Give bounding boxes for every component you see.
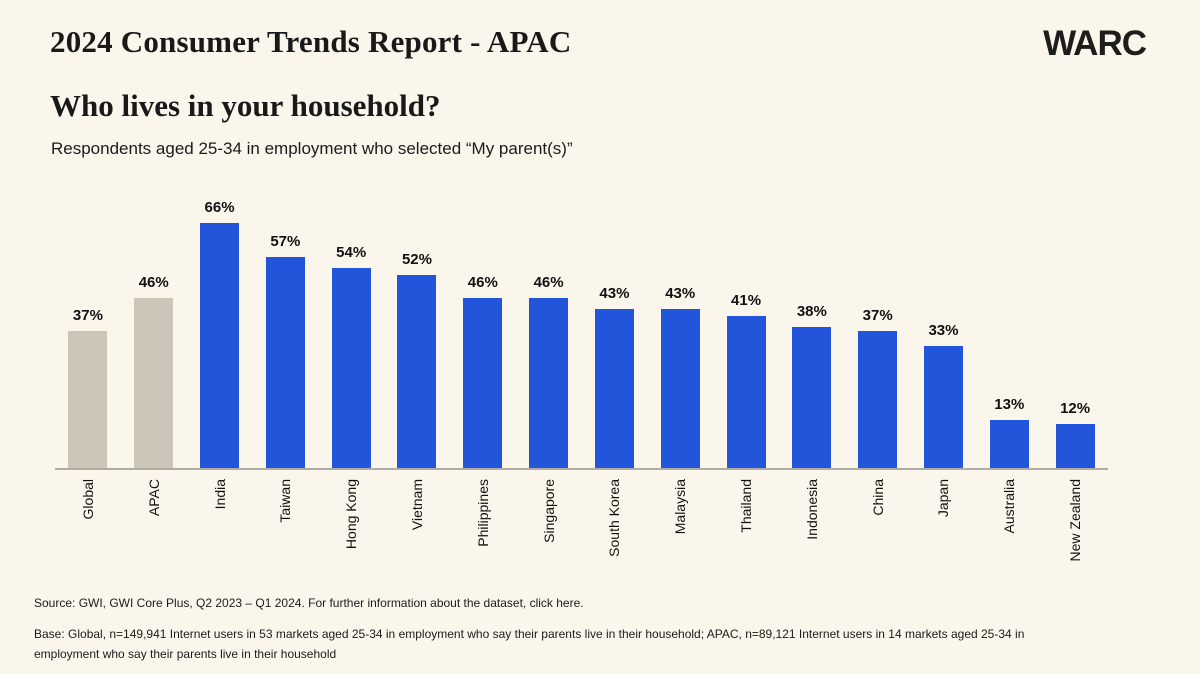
header: 2024 Consumer Trends Report - APAC WARC xyxy=(0,24,1200,61)
category-label-cell: Hong Kong xyxy=(318,470,384,588)
bar-value-label: 46% xyxy=(138,273,169,291)
bar-value-label: 38% xyxy=(796,303,827,321)
chart-category-labels: Global APAC India Taiwan Hong Kong Vietnam Phi… xyxy=(55,470,1108,588)
category-label: Taiwan xyxy=(277,479,294,523)
category-label: Vietnam xyxy=(408,479,425,531)
bar-column: 13% xyxy=(976,190,1042,468)
bar xyxy=(265,256,305,468)
category-label: Thailand xyxy=(738,479,755,533)
bar xyxy=(989,419,1029,468)
chart-plot: 37% 46% 66% 57% 54% 52% 46% 46% 43% 43% 41% 38% 37% 3… xyxy=(55,190,1108,470)
category-label: Australia xyxy=(1001,479,1018,534)
bar xyxy=(463,297,503,468)
chart-subtitle: Respondents aged 25-34 in employment who… xyxy=(51,139,573,158)
bar-column: 37% xyxy=(845,190,911,468)
category-label-cell: Singapore xyxy=(516,470,582,588)
bar-value-label: 41% xyxy=(731,292,762,310)
source-text: Source: GWI, GWI Core Plus, Q2 2023 – Q1… xyxy=(34,596,530,610)
category-label-cell: India xyxy=(187,470,253,588)
bar-column: 37% xyxy=(55,190,121,468)
category-label: Indonesia xyxy=(803,479,820,540)
chart-question-title: Who lives in your household? xyxy=(50,88,441,123)
bar-column: 46% xyxy=(450,190,516,468)
category-label-cell: China xyxy=(845,470,911,588)
bar-column: 43% xyxy=(647,190,713,468)
bar-column: 41% xyxy=(713,190,779,468)
category-label-cell: South Korea xyxy=(582,470,648,588)
category-label: Hong Kong xyxy=(343,479,360,550)
bar-column: 33% xyxy=(911,190,977,468)
bar-value-label: 33% xyxy=(928,321,959,339)
bar xyxy=(529,297,569,468)
footer: Source: GWI, GWI Core Plus, Q2 2023 – Q1… xyxy=(0,596,1200,665)
category-label-cell: Philippines xyxy=(450,470,516,588)
bar-column: 46% xyxy=(121,190,187,468)
bar-column: 38% xyxy=(779,190,845,468)
dataset-link[interactable]: click here. xyxy=(529,596,584,610)
category-label-cell: Malaysia xyxy=(647,470,713,588)
category-label-cell: Global xyxy=(55,470,121,588)
bar xyxy=(660,308,700,468)
category-label: New Zealand xyxy=(1067,479,1084,562)
category-label-cell: Vietnam xyxy=(384,470,450,588)
bar-value-label: 13% xyxy=(994,395,1025,413)
bar-value-label: 37% xyxy=(862,306,893,324)
category-label: Malaysia xyxy=(672,479,689,535)
bar xyxy=(594,308,634,468)
category-label: India xyxy=(211,479,228,510)
bar xyxy=(1055,423,1095,468)
category-label: Philippines xyxy=(474,479,491,547)
bar-column: 46% xyxy=(516,190,582,468)
category-label: China xyxy=(869,479,886,516)
bar xyxy=(726,316,766,468)
bar-value-label: 54% xyxy=(336,243,367,261)
bar xyxy=(134,297,174,468)
category-label: Global xyxy=(79,479,96,520)
bar xyxy=(68,330,108,468)
bar-value-label: 66% xyxy=(204,199,235,217)
bar-column: 12% xyxy=(1042,190,1108,468)
bar-chart: 37% 46% 66% 57% 54% 52% 46% 46% 43% 43% 41% 38% 37% 3… xyxy=(55,190,1108,588)
bar-column: 43% xyxy=(582,190,648,468)
category-label: Singapore xyxy=(540,479,557,543)
bar-value-label: 43% xyxy=(665,284,696,302)
bar-column: 57% xyxy=(252,190,318,468)
category-label-cell: Australia xyxy=(976,470,1042,588)
bar-value-label: 46% xyxy=(467,273,498,291)
warc-logo: WARC xyxy=(1043,24,1147,63)
category-label: APAC xyxy=(145,479,162,517)
bar-value-label: 37% xyxy=(72,306,103,324)
bar-value-label: 43% xyxy=(599,284,630,302)
bar-value-label: 52% xyxy=(401,251,432,269)
bar-column: 52% xyxy=(384,190,450,468)
bar xyxy=(200,223,240,468)
bar xyxy=(858,330,898,468)
base-note: Base: Global, n=149,941 Internet users i… xyxy=(34,627,1025,662)
source-line: Source: GWI, GWI Core Plus, Q2 2023 – Q1… xyxy=(34,596,1200,610)
report-title: 2024 Consumer Trends Report - APAC xyxy=(50,24,572,59)
bar xyxy=(923,345,963,468)
category-label-cell: New Zealand xyxy=(1042,470,1108,588)
category-label: South Korea xyxy=(606,479,623,557)
bar-value-label: 57% xyxy=(270,232,301,250)
category-label-cell: APAC xyxy=(121,470,187,588)
bar-column: 66% xyxy=(187,190,253,468)
bar xyxy=(331,267,371,468)
category-label-cell: Indonesia xyxy=(779,470,845,588)
bar xyxy=(397,275,437,468)
category-label: Japan xyxy=(935,479,952,518)
category-label-cell: Thailand xyxy=(713,470,779,588)
bar xyxy=(792,327,832,468)
category-label-cell: Japan xyxy=(911,470,977,588)
bar-column: 54% xyxy=(318,190,384,468)
bar-value-label: 46% xyxy=(533,273,564,291)
bar-value-label: 12% xyxy=(1060,399,1091,417)
category-label-cell: Taiwan xyxy=(252,470,318,588)
